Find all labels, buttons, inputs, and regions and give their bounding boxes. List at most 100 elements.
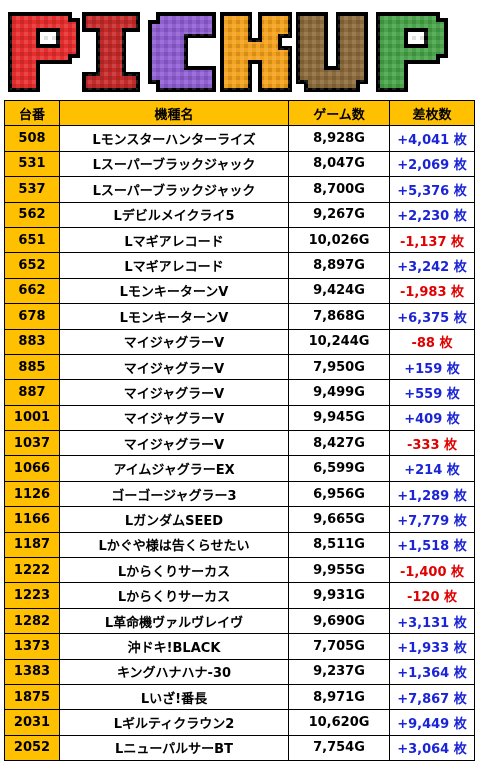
machine-number-cell: 1223 <box>4 582 60 609</box>
table-body: 508 Lモンスターハンターライズ 8,928G +4,041 枚 531 Lスーパーブラ… <box>4 125 475 762</box>
game-count-cell: 9,931G <box>288 582 390 609</box>
machine-number-cell: 1373 <box>4 633 60 660</box>
game-count-cell: 7,754G <box>288 734 390 762</box>
coin-difference-cell: +1,518 枚 <box>389 531 475 559</box>
machine-name-cell: ゴーゴージャグラー3 <box>59 480 289 508</box>
machine-name-cell: マイジャグラーV <box>59 353 289 381</box>
coin-difference-cell: +2,069 枚 <box>389 150 475 178</box>
table-row: 2052 LニューパルサーBT 7,754G +3,064 枚 <box>4 734 475 762</box>
machine-name-cell: アイムジャグラーEX <box>59 455 289 482</box>
machine-name-cell: Lギルティクラウン2 <box>59 709 289 736</box>
table-row: 531 Lスーパーブラックジャック 8,047G +2,069 枚 <box>4 150 475 178</box>
coin-difference-cell: +159 枚 <box>389 353 475 381</box>
header-machine-name: 機種名 <box>59 99 289 127</box>
machine-name-cell: Lからくりサーカス <box>59 557 289 584</box>
table-row: 1222 Lからくりサーカス 9,955G -1,400 枚 <box>4 557 475 584</box>
machine-name-cell: Lいざ!番長 <box>59 683 289 711</box>
logo-letter-p2 <box>376 12 448 92</box>
game-count-cell: 9,499G <box>288 379 390 406</box>
header-game-count: ゲーム数 <box>288 99 390 127</box>
coin-difference-cell: -1,400 枚 <box>389 557 475 584</box>
game-count-cell: 8,971G <box>288 683 390 711</box>
machine-number-cell: 678 <box>4 303 60 330</box>
game-count-cell: 7,950G <box>288 353 390 381</box>
machine-number-cell: 562 <box>4 201 60 228</box>
machine-number-cell: 531 <box>4 150 60 178</box>
coin-difference-cell: +1,364 枚 <box>389 658 475 685</box>
logo-letter-c <box>148 12 216 92</box>
machine-number-cell: 1875 <box>4 683 60 711</box>
machine-name-cell: Lモンスターハンターライズ <box>59 125 289 152</box>
game-count-cell: 9,665G <box>288 506 390 533</box>
machine-name-cell: Lマギアレコード <box>59 226 289 254</box>
coin-difference-cell: +5,376 枚 <box>389 176 475 203</box>
game-count-cell: 8,427G <box>288 430 390 457</box>
table-row: 1223 Lからくりサーカス 9,931G -120 枚 <box>4 582 475 609</box>
machine-number-cell: 1037 <box>4 430 60 457</box>
machine-number-cell: 2031 <box>4 709 60 736</box>
machine-number-cell: 1187 <box>4 531 60 559</box>
game-count-cell: 8,047G <box>288 150 390 178</box>
table-row: 1282 L革命機ヴァルヴレイヴ 9,690G +3,131 枚 <box>4 607 475 635</box>
game-count-cell: 9,690G <box>288 607 390 635</box>
coin-difference-cell: +559 枚 <box>389 379 475 406</box>
coin-difference-cell: +3,242 枚 <box>389 252 475 279</box>
game-count-cell: 9,955G <box>288 557 390 584</box>
coin-difference-cell: +9,449 枚 <box>389 709 475 736</box>
table-header-row: 台番 機種名 ゲーム数 差枚数 <box>4 99 475 127</box>
machine-name-cell: LニューパルサーBT <box>59 734 289 762</box>
machine-number-cell: 885 <box>4 353 60 381</box>
table-row: 1166 LガンダムSEED 9,665G +7,779 枚 <box>4 506 475 533</box>
machine-name-cell: Lからくりサーカス <box>59 582 289 609</box>
coin-difference-cell: -1,137 枚 <box>389 226 475 254</box>
machine-name-cell: マイジャグラーV <box>59 379 289 406</box>
coin-difference-cell: +3,131 枚 <box>389 607 475 635</box>
table-row: 883 マイジャグラーV 10,244G -88 枚 <box>4 328 475 355</box>
machine-name-cell: Lかぐや様は告くらせたい <box>59 531 289 559</box>
header-machine-number: 台番 <box>4 99 60 127</box>
machine-name-cell: L革命機ヴァルヴレイヴ <box>59 607 289 635</box>
coin-difference-cell: +2,230 枚 <box>389 201 475 228</box>
coin-difference-cell: -1,983 枚 <box>389 277 475 305</box>
machine-name-cell: マイジャグラーV <box>59 328 289 355</box>
table-row: 1001 マイジャグラーV 9,945G +409 枚 <box>4 404 475 432</box>
machine-number-cell: 887 <box>4 379 60 406</box>
game-count-cell: 8,700G <box>288 176 390 203</box>
machine-number-cell: 508 <box>4 125 60 152</box>
table-row: 1875 Lいざ!番長 8,971G +7,867 枚 <box>4 683 475 711</box>
machine-name-cell: Lマギアレコード <box>59 252 289 279</box>
game-count-cell: 10,620G <box>288 709 390 736</box>
machine-number-cell: 1222 <box>4 557 60 584</box>
table-row: 537 Lスーパーブラックジャック 8,700G +5,376 枚 <box>4 176 475 203</box>
coin-difference-cell: +214 枚 <box>389 455 475 482</box>
coin-difference-cell: +7,867 枚 <box>389 683 475 711</box>
machine-number-cell: 1166 <box>4 506 60 533</box>
pickup-table-wrapper: 台番 機種名 ゲーム数 差枚数 508 Lモンスターハンターライズ 8,928G +4… <box>4 99 475 762</box>
table-row: 1126 ゴーゴージャグラー3 6,956G +1,289 枚 <box>4 480 475 508</box>
game-count-cell: 9,424G <box>288 277 390 305</box>
table-row: 652 Lマギアレコード 8,897G +3,242 枚 <box>4 252 475 279</box>
game-count-cell: 10,026G <box>288 226 390 254</box>
table-row: 1373 沖ドキ!BLACK 7,705G +1,933 枚 <box>4 633 475 660</box>
machine-number-cell: 883 <box>4 328 60 355</box>
coin-difference-cell: +1,933 枚 <box>389 633 475 660</box>
game-count-cell: 9,945G <box>288 404 390 432</box>
pickup-table: 台番 機種名 ゲーム数 差枚数 508 Lモンスターハンターライズ 8,928G +4… <box>4 99 475 762</box>
machine-name-cell: LモンキーターンV <box>59 277 289 305</box>
machine-number-cell: 1126 <box>4 480 60 508</box>
machine-name-cell: マイジャグラーV <box>59 430 289 457</box>
table-row: 2031 Lギルティクラウン2 10,620G +9,449 枚 <box>4 709 475 736</box>
logo-letter-u <box>296 12 368 92</box>
game-count-cell: 8,511G <box>288 531 390 559</box>
machine-number-cell: 1282 <box>4 607 60 635</box>
coin-difference-cell: +6,375 枚 <box>389 303 475 330</box>
coin-difference-cell: +4,041 枚 <box>389 125 475 152</box>
game-count-cell: 9,267G <box>288 201 390 228</box>
coin-difference-cell: -333 枚 <box>389 430 475 457</box>
table-row: 562 Lデビルメイクライ5 9,267G +2,230 枚 <box>4 201 475 228</box>
header-coin-difference: 差枚数 <box>389 99 475 127</box>
table-row: 651 Lマギアレコード 10,026G -1,137 枚 <box>4 226 475 254</box>
game-count-cell: 9,237G <box>288 658 390 685</box>
game-count-cell: 8,928G <box>288 125 390 152</box>
machine-name-cell: キングハナハナ-30 <box>59 658 289 685</box>
